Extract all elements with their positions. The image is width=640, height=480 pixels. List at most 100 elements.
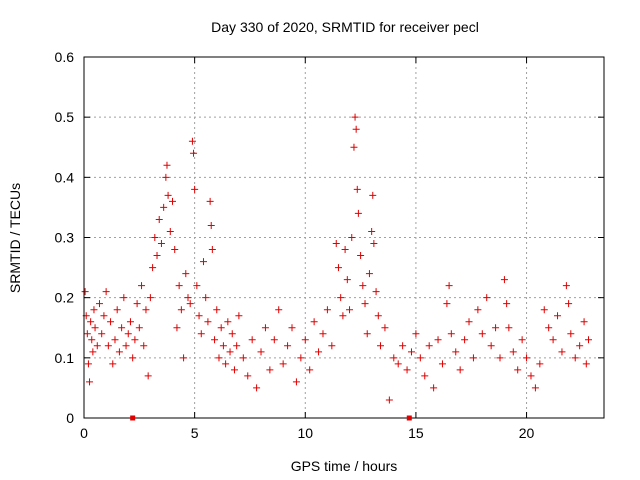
data-point — [339, 312, 347, 320]
grid — [84, 57, 604, 418]
data-point — [315, 348, 323, 356]
data-point — [527, 372, 535, 380]
data-point — [447, 330, 455, 338]
data-point — [104, 342, 112, 350]
data-point — [348, 234, 356, 241]
data-point — [124, 330, 132, 338]
data-point — [195, 312, 203, 320]
data-point — [213, 306, 221, 314]
data-point — [565, 300, 573, 308]
data-point — [301, 336, 309, 344]
data-point — [89, 348, 97, 356]
data-point — [175, 282, 183, 290]
data-point — [474, 306, 482, 314]
data-point — [353, 185, 361, 193]
data-point — [275, 306, 283, 314]
data-point — [323, 306, 331, 314]
data-point — [421, 372, 429, 380]
x-tick-label: 20 — [519, 425, 535, 441]
data-point — [91, 324, 99, 332]
y-tick-label: 0.5 — [55, 109, 75, 125]
data-point — [217, 324, 225, 332]
data-point — [208, 246, 216, 254]
data-point — [153, 252, 161, 260]
data-point — [549, 336, 557, 344]
data-point — [403, 366, 411, 374]
data-point — [111, 336, 119, 344]
data-point — [81, 288, 89, 296]
data-point — [173, 324, 181, 332]
data-point — [381, 324, 389, 332]
data-point — [146, 294, 154, 302]
data-point — [144, 372, 152, 380]
y-tick-label: 0 — [66, 410, 74, 426]
data-point — [492, 324, 500, 332]
data-point — [244, 372, 252, 380]
data-point — [334, 264, 342, 272]
data-point — [487, 342, 495, 350]
data-point — [135, 324, 143, 332]
data-point — [184, 294, 192, 302]
data-point — [163, 161, 171, 169]
data-point — [461, 336, 469, 344]
data-point — [416, 354, 424, 362]
data-point — [270, 336, 278, 344]
data-point — [310, 318, 318, 326]
data-point — [503, 300, 511, 308]
data-point — [434, 336, 442, 344]
x-tick-label: 5 — [191, 425, 199, 441]
data-point — [120, 294, 128, 302]
data-point — [531, 384, 539, 392]
data-point — [443, 300, 451, 308]
chart-title: Day 330 of 2020, SRMTID for receiver pec… — [211, 19, 479, 35]
data-point — [93, 342, 101, 350]
data-point — [357, 252, 365, 260]
data-point — [88, 336, 96, 344]
data-point — [328, 342, 336, 350]
data-point — [190, 149, 198, 157]
data-point — [188, 137, 196, 145]
data-point — [171, 246, 179, 254]
axis-marker — [130, 415, 136, 421]
data-point — [361, 300, 369, 308]
data-point — [332, 240, 340, 248]
data-point — [204, 318, 212, 326]
data-point — [558, 348, 566, 356]
data-point — [193, 282, 201, 290]
data-point — [365, 270, 373, 278]
y-tick-label: 0.6 — [55, 49, 75, 65]
data-point — [536, 360, 544, 368]
data-point — [279, 360, 287, 368]
data-point — [319, 330, 327, 338]
data-point — [456, 366, 464, 374]
data-point — [343, 276, 351, 284]
data-point — [230, 366, 238, 374]
data-point — [483, 294, 491, 302]
data-point — [576, 342, 584, 350]
data-point — [215, 354, 223, 362]
data-point — [151, 234, 159, 241]
data-point — [115, 348, 123, 356]
axis-markers — [130, 415, 412, 421]
data-point — [228, 330, 236, 338]
data-point — [567, 330, 575, 338]
data-point — [86, 378, 94, 386]
y-axis-label: SRMTID / TECUs — [7, 183, 23, 293]
data-point — [197, 330, 205, 338]
data-point — [582, 360, 590, 368]
data-point — [540, 306, 548, 314]
data-point — [509, 348, 517, 356]
data-point — [407, 348, 415, 356]
data-point — [363, 330, 371, 338]
data-point — [292, 378, 300, 386]
data-point — [100, 312, 108, 320]
data-point — [354, 209, 362, 217]
data-point — [248, 336, 256, 344]
axis-marker — [406, 415, 412, 421]
data-point — [306, 366, 314, 374]
x-tick-label: 15 — [408, 425, 424, 441]
data-point — [155, 215, 163, 223]
y-tick-label: 0.2 — [55, 290, 75, 306]
data-point — [222, 360, 230, 368]
data-point — [374, 312, 382, 320]
